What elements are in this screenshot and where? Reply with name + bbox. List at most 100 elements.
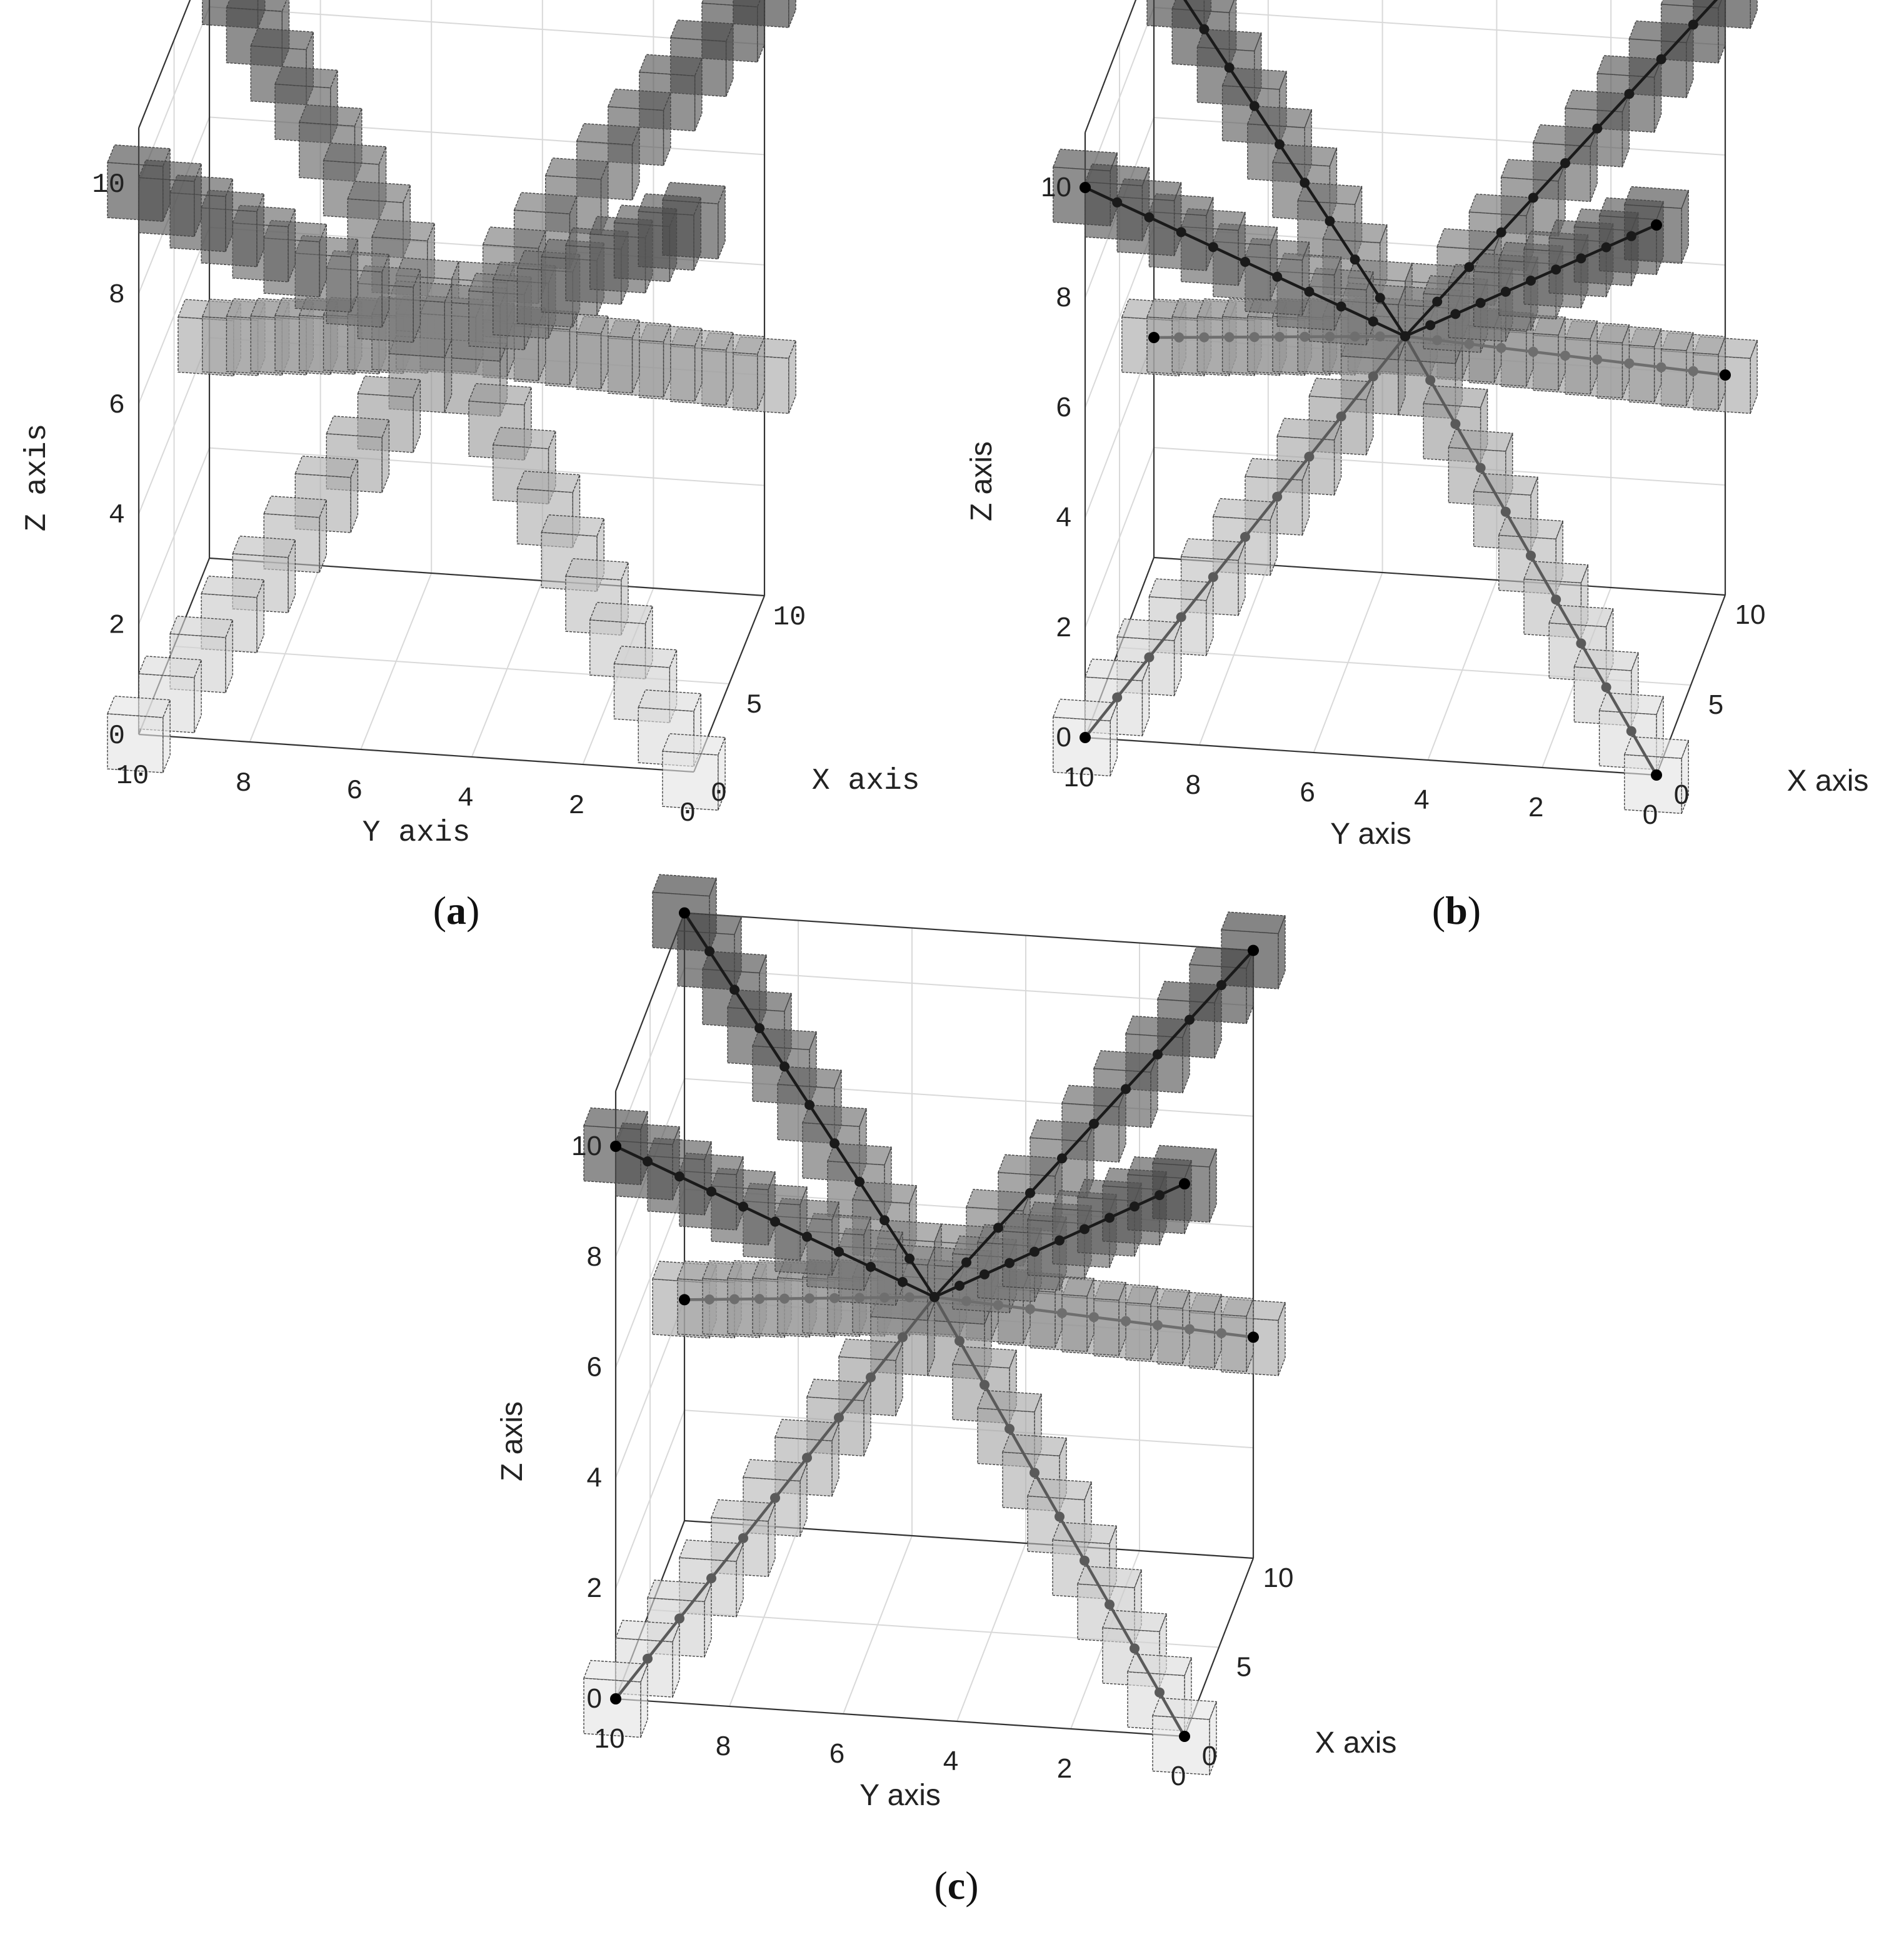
path-marker <box>802 1231 812 1242</box>
voxel-side-face <box>736 1543 744 1617</box>
voxel-side-face <box>350 239 359 313</box>
x-tick-label: 0 <box>711 778 727 809</box>
voxel-side-face <box>1686 24 1694 98</box>
voxel <box>1052 1521 1117 1600</box>
voxel-front-face <box>1053 166 1111 227</box>
x-tick-label: 0 <box>1202 1741 1217 1771</box>
voxel-side-face <box>694 58 703 131</box>
path-marker <box>1080 1224 1090 1234</box>
path-marker <box>1130 1643 1140 1654</box>
path-marker <box>1624 89 1635 99</box>
voxel-side-face <box>1333 421 1342 496</box>
voxel-top-face <box>250 28 314 51</box>
voxel-top-face <box>1077 1565 1142 1588</box>
path-marker <box>1155 1190 1165 1201</box>
z-tick-label: 6 <box>109 390 125 421</box>
path-marker <box>738 1533 748 1543</box>
voxel-top-face <box>1052 1521 1117 1544</box>
y-tick-label: 2 <box>1057 1753 1072 1784</box>
z-tick-label: 6 <box>1056 392 1071 423</box>
path-marker <box>674 1171 684 1182</box>
voxel-side-face <box>1653 59 1662 133</box>
voxel-top-face <box>274 66 339 89</box>
voxel <box>106 144 171 222</box>
voxel-top-face <box>482 226 546 249</box>
voxel-side-face <box>381 254 390 328</box>
path-marker <box>829 1138 839 1149</box>
path-marker <box>1325 216 1335 226</box>
path-marker <box>1030 1468 1040 1478</box>
path-marker <box>1080 182 1091 193</box>
axis-edge <box>1084 0 1137 133</box>
path-marker <box>1272 271 1283 282</box>
voxel <box>1152 1697 1217 1776</box>
voxel-top-face <box>138 656 203 678</box>
path-marker <box>1432 335 1443 346</box>
path-marker <box>804 1293 814 1304</box>
voxel-side-face <box>1590 128 1598 202</box>
y-tick-label: 10 <box>116 761 149 792</box>
x-axis-label: X axis <box>1315 1726 1397 1759</box>
voxel-side-face <box>1173 182 1182 256</box>
path-marker <box>1179 1731 1190 1742</box>
voxel-side-face <box>1681 740 1689 814</box>
path-marker <box>1560 351 1570 361</box>
voxel-side-face <box>1206 197 1214 271</box>
path-marker <box>980 1269 990 1279</box>
path-marker <box>1528 346 1538 357</box>
z-tick-label: 2 <box>109 611 125 642</box>
path-marker <box>1350 254 1360 265</box>
voxel-side-face <box>1718 0 1726 64</box>
path-marker <box>929 1292 939 1303</box>
voxel-side-face <box>725 23 734 97</box>
voxel-group <box>583 874 1286 1776</box>
voxel-side-face <box>1173 622 1182 696</box>
path-marker <box>961 1257 971 1268</box>
voxel-side-face <box>319 224 327 298</box>
voxel-side-face <box>640 1664 648 1738</box>
z-tick-label: 8 <box>1056 282 1071 313</box>
voxel-side-face <box>895 1232 903 1306</box>
path-marker <box>834 1412 844 1423</box>
y-tick-label: 4 <box>458 783 474 814</box>
path-marker <box>779 1293 789 1304</box>
voxel-side-face <box>788 340 796 414</box>
voxel-group <box>106 0 797 811</box>
z-axis-label: Z axis <box>21 424 54 532</box>
voxel-top-face <box>513 192 578 214</box>
voxel-top-face <box>638 689 702 712</box>
path-marker <box>1601 682 1611 693</box>
path-marker <box>1300 331 1310 342</box>
voxel <box>1623 186 1690 264</box>
voxel-side-face <box>1209 1701 1217 1775</box>
voxel-top-face <box>169 616 234 638</box>
voxel-side-face <box>1209 1149 1217 1223</box>
gridline <box>1153 447 1726 486</box>
voxel-side-face <box>1278 915 1286 989</box>
voxel-side-face <box>225 178 233 252</box>
voxel-side-face <box>1110 153 1118 226</box>
path-marker <box>955 1280 965 1291</box>
voxel-top-face <box>541 514 605 537</box>
path-marker <box>1526 551 1536 561</box>
path-marker <box>1089 1312 1099 1323</box>
voxel-side-face <box>1398 341 1406 415</box>
y-tick-label: 10 <box>594 1723 625 1754</box>
voxel-side-face <box>381 419 390 493</box>
y-tick-label: 0 <box>1171 1761 1186 1791</box>
voxel-side-face <box>1333 256 1342 331</box>
voxel <box>661 733 726 811</box>
path-marker <box>1005 1258 1015 1268</box>
voxel-side-face <box>640 1111 648 1185</box>
z-axis-label: Z axis <box>965 441 998 521</box>
voxel-side-face <box>863 1383 871 1456</box>
voxel-top-face <box>576 123 640 146</box>
path-marker <box>829 1293 839 1303</box>
z-tick-label: 4 <box>109 500 125 531</box>
path-marker <box>704 1294 714 1304</box>
path-marker <box>1248 944 1259 956</box>
voxel-front-face <box>1624 754 1682 814</box>
path-marker <box>1105 1599 1115 1610</box>
